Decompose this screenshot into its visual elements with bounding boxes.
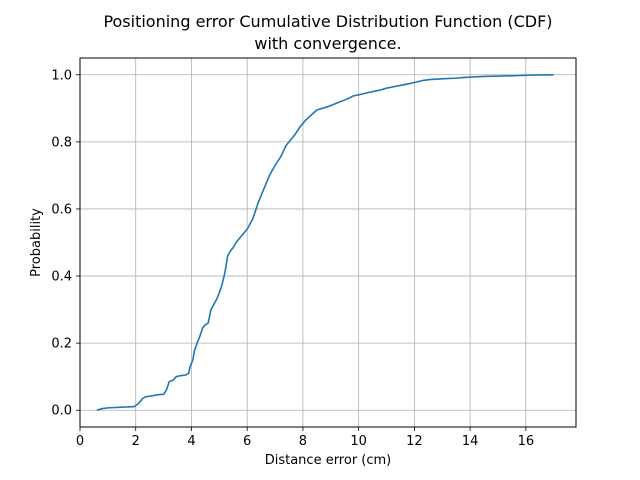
x-axis-label: Distance error (cm) <box>265 453 392 468</box>
tick-layer: 0 2 4 6 8 10 12 14 16 0.0 0.2 0.4 0.6 0.8 1.0 <box>51 68 534 449</box>
cdf-series-line <box>96 73 554 411</box>
plot-frame <box>79 57 577 428</box>
y-tick-label: 0.2 <box>51 337 72 352</box>
y-tick-label: 0.8 <box>51 135 72 150</box>
y-tick-label: 1.0 <box>51 68 72 83</box>
x-tick-label: 16 <box>518 434 535 449</box>
y-tick-label: 0.6 <box>51 202 72 217</box>
x-tick-label: 4 <box>187 434 195 449</box>
x-tick-label: 2 <box>132 434 140 449</box>
x-tick-label: 14 <box>462 434 479 449</box>
grid-layer <box>79 58 576 427</box>
x-tick-label: 0 <box>76 434 84 449</box>
chart-title-line-2: with convergence. <box>254 34 402 53</box>
y-tick-label: 0.0 <box>51 404 72 419</box>
y-tick-label: 0.4 <box>51 270 72 285</box>
chart-title-line-1: Positioning error Cumulative Distributio… <box>103 12 553 31</box>
y-axis-label: Probability <box>29 208 44 277</box>
line-layer <box>96 73 554 411</box>
x-tick-label: 10 <box>350 434 367 449</box>
x-tick-label: 12 <box>406 434 423 449</box>
x-tick-label: 6 <box>243 434 251 449</box>
x-tick-label: 8 <box>299 434 307 449</box>
